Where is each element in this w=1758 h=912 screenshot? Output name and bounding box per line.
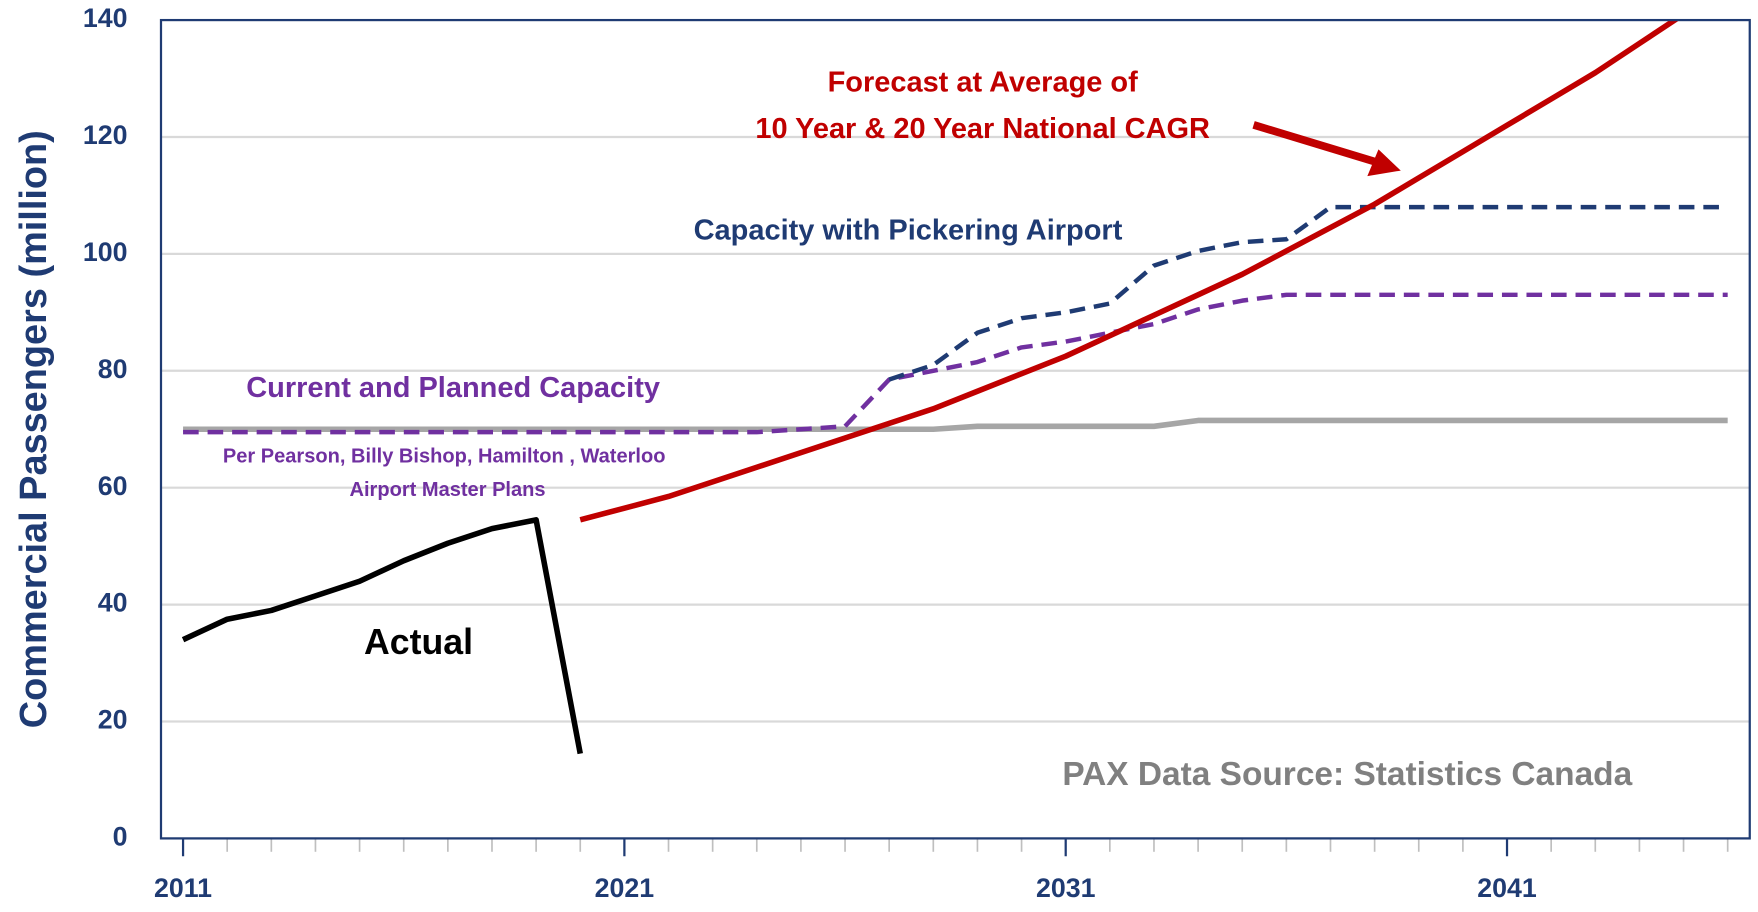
annotation: Per Pearson, Billy Bishop, Hamilton , Wa…: [223, 445, 666, 467]
series-line: [183, 292, 1728, 435]
y-tick-label: 0: [113, 821, 128, 851]
annotation: Capacity with Pickering Airport: [694, 215, 1123, 247]
annotation: PAX Data Source: Statistics Canada: [1062, 756, 1632, 793]
plot-frame: [159, 18, 1751, 840]
series-line: [181, 517, 583, 755]
y-tick-label: 20: [98, 705, 128, 735]
annotation: 10 Year & 20 Year National CAGR: [755, 113, 1210, 145]
annotation: Current and Planned Capacity: [246, 372, 660, 404]
series-line: [579, 20, 1680, 523]
y-tick-label: 40: [98, 588, 128, 618]
y-axis-label: Commercial Passengers (million): [13, 130, 55, 728]
x-tick-label: 2021: [595, 873, 655, 903]
x-tick-label: 2011: [154, 873, 212, 903]
y-tick-label: 140: [83, 3, 128, 33]
arrow-head: [1367, 149, 1401, 177]
y-tick-label: 80: [98, 354, 128, 384]
y-tick-label: 120: [83, 120, 128, 150]
annotation: Actual: [364, 622, 473, 662]
y-tick-label: 60: [98, 471, 128, 501]
x-tick-label: 2041: [1477, 873, 1537, 903]
series-line: [888, 204, 1728, 382]
annotation: Airport Master Plans: [349, 479, 545, 501]
annotation: Forecast at Average of: [828, 66, 1139, 98]
series-line: [183, 417, 1728, 433]
y-tick-label: 100: [83, 237, 128, 267]
arrow: [1252, 121, 1380, 167]
x-tick-label: 2031: [1036, 873, 1096, 903]
